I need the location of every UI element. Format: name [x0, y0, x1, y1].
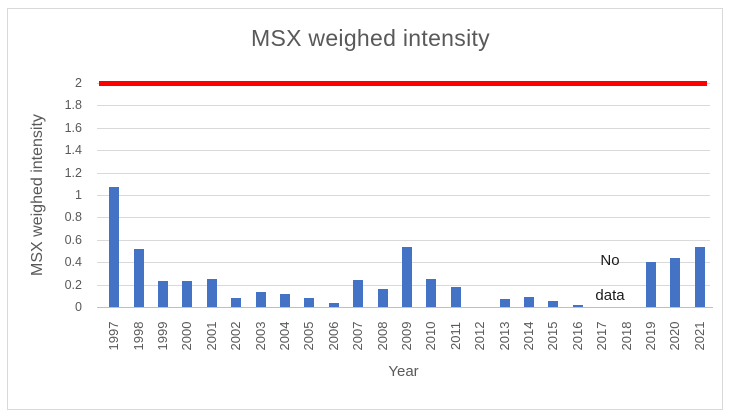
bar-1997	[109, 187, 120, 307]
y-tick-label: 1	[75, 188, 82, 202]
bar-2000	[182, 281, 193, 307]
bar-2002	[231, 298, 242, 307]
x-tick-label: 2014	[521, 321, 536, 351]
y-tick-label: 0	[75, 300, 82, 314]
y-tick-label: 1.6	[64, 120, 82, 135]
chart-title: MSX weighed intensity	[251, 25, 490, 51]
x-tick-label: 2013	[496, 321, 512, 351]
reference-line	[99, 80, 707, 86]
bar-2009	[402, 247, 412, 307]
x-tick-label: 2006	[325, 321, 341, 351]
x-tick-label: 2011	[447, 322, 463, 350]
bar-1999	[158, 281, 168, 307]
gridline	[97, 195, 710, 196]
bar-2020	[670, 258, 681, 307]
x-tick-label: 2010	[423, 321, 439, 351]
y-tick-label: 1.4	[64, 143, 82, 158]
chart-border	[7, 8, 723, 410]
bar-2010	[426, 279, 437, 307]
x-tick-label: 2001	[203, 321, 219, 351]
bar-2014	[524, 297, 534, 307]
x-tick-label: 2021	[691, 321, 707, 351]
bar-2011	[450, 287, 461, 307]
x-axis-line	[97, 307, 713, 308]
x-tick-label: 1998	[130, 321, 146, 351]
x-tick-label: 2002	[228, 321, 244, 351]
no-data-annotation: No data	[585, 243, 635, 313]
bar-1998	[133, 249, 144, 307]
gridline	[97, 239, 710, 241]
no-data-line1: No	[600, 252, 620, 269]
gridline	[97, 127, 710, 129]
bar-2005	[304, 298, 315, 307]
bar-2004	[280, 294, 290, 307]
gridline	[97, 105, 710, 107]
x-tick-label: 2018	[618, 321, 634, 351]
bar-2016	[572, 305, 583, 307]
gridline	[97, 172, 710, 174]
x-tick-label: 1997	[106, 321, 122, 351]
y-tick-label: 2	[75, 76, 82, 90]
y-tick-label: 1.2	[64, 165, 82, 180]
x-tick-label: 2017	[594, 321, 610, 351]
y-tick-label: 0.4	[64, 255, 82, 270]
no-data-line2: data	[595, 287, 625, 304]
bar-2003	[255, 292, 266, 307]
x-axis-title: Year	[388, 363, 419, 380]
x-tick-label: 2008	[374, 321, 390, 351]
bar-2006	[328, 303, 339, 307]
y-tick-label: 0.8	[64, 210, 82, 225]
bar-2008	[377, 289, 388, 307]
x-tick-label: 2015	[545, 321, 561, 351]
x-tick-label: 2003	[252, 321, 268, 351]
x-tick-label: 2012	[472, 321, 488, 351]
x-tick-label: 2016	[569, 321, 585, 351]
bar-2015	[548, 301, 559, 307]
y-tick-label: 1.8	[64, 98, 82, 113]
bar-2019	[646, 262, 656, 307]
gridline	[97, 217, 710, 219]
x-tick-label: 2019	[643, 321, 658, 351]
x-tick-label: 2000	[179, 321, 195, 351]
x-tick-label: 2009	[399, 321, 414, 351]
bar-2007	[353, 280, 364, 307]
x-tick-label: 2020	[667, 321, 683, 351]
y-tick-label: 0.2	[64, 277, 82, 292]
y-tick-label: 0.6	[64, 232, 82, 247]
gridline	[97, 150, 710, 152]
bar-2001	[206, 279, 217, 307]
x-tick-label: 1999	[155, 321, 170, 351]
x-tick-label: 2004	[277, 321, 292, 351]
x-tick-label: 2007	[350, 321, 366, 351]
bar-2013	[499, 299, 510, 307]
bar-2021	[694, 247, 705, 307]
x-tick-label: 2005	[301, 321, 317, 351]
